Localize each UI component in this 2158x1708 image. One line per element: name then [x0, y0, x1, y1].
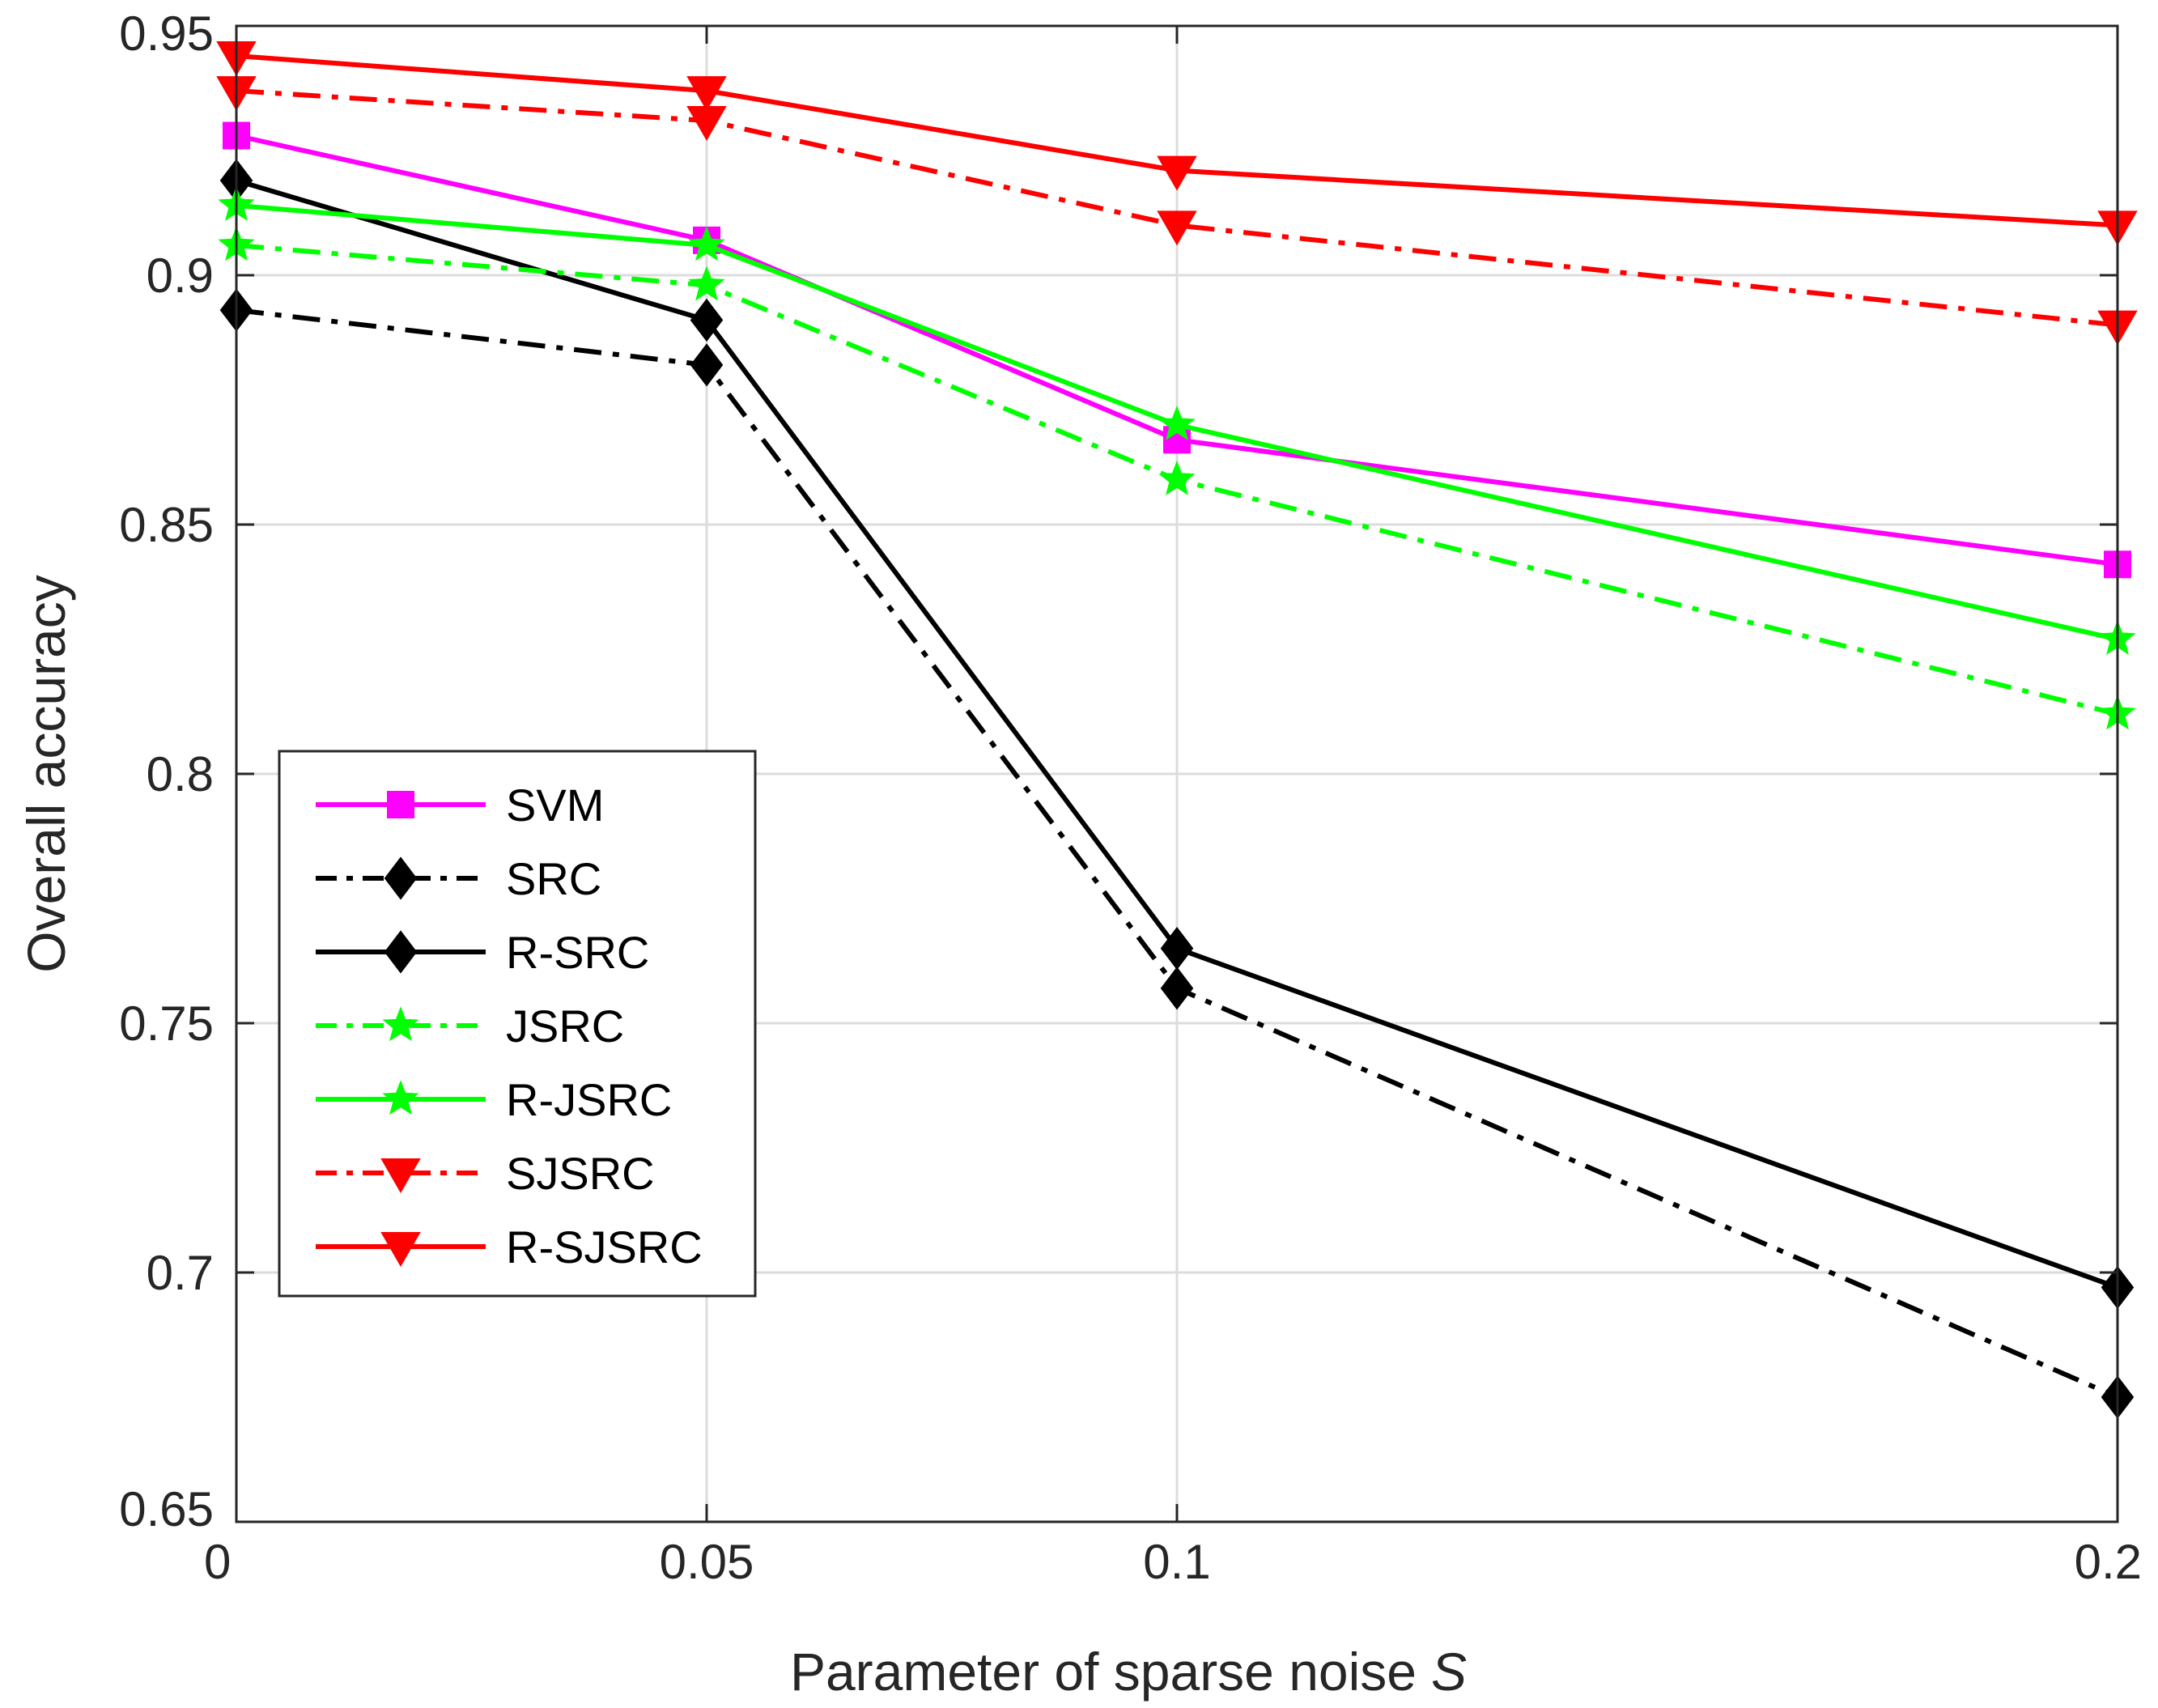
- y-tick-label: 0.9: [147, 249, 214, 303]
- x-axis-label: Parameter of sparse noise S: [790, 1642, 1467, 1702]
- legend-item-r-jsrc: R-JSRC: [316, 1074, 672, 1125]
- legend-label: SVM: [506, 780, 604, 831]
- y-tick-label: 0.7: [147, 1246, 214, 1300]
- legend-marker-star: [382, 1006, 419, 1042]
- legend-marker-diamond: [384, 930, 418, 974]
- legend-box: [278, 750, 757, 1298]
- x-tick-label: 0.1: [1143, 1535, 1210, 1589]
- series-line: [236, 88, 2118, 328]
- data-point-diamond: [1160, 926, 1194, 971]
- data-point-star: [688, 266, 725, 301]
- data-point-diamond: [690, 343, 724, 387]
- y-tick-label: 0.75: [119, 996, 214, 1051]
- data-point-diamond: [1160, 967, 1194, 1010]
- legend-marker-diamond: [384, 856, 418, 900]
- legend-label: JSRC: [506, 1001, 624, 1052]
- data-point-star: [688, 226, 725, 261]
- y-tick-label: 0.95: [119, 6, 214, 61]
- legend-item-svm: SVM: [316, 780, 604, 831]
- y-tick-label: 0.65: [119, 1482, 214, 1536]
- legend-item-src: SRC: [316, 853, 601, 904]
- data-point-diamond: [690, 298, 724, 342]
- data-point-triangle: [1157, 210, 1197, 246]
- legend-item-sjsrc: SJSRC: [316, 1148, 655, 1199]
- legend-label: R-SJSRC: [506, 1222, 703, 1273]
- legend-item-jsrc: JSRC: [316, 1001, 624, 1052]
- series-line: [236, 202, 2118, 642]
- y-tick-label: 0.85: [119, 498, 214, 552]
- series-line: [236, 243, 2118, 717]
- axis-ticks: 0 0.05 0.1 0.2 0.65 0.7 0.75 0.8 0.85 0.9 0.95: [119, 6, 2142, 1589]
- x-tick-label: 0.2: [2075, 1535, 2142, 1589]
- legend-label: SRC: [506, 853, 601, 904]
- data-point-star: [1158, 406, 1196, 441]
- x-axis-label-text: Parameter of sparse noise: [790, 1642, 1417, 1702]
- y-axis-label: Overall accuracy: [16, 575, 76, 973]
- legend-label: R-SRC: [506, 927, 649, 978]
- data-point-triangle: [686, 76, 727, 112]
- y-tick-label: 0.8: [147, 747, 214, 801]
- x-tick-label: 0: [204, 1535, 231, 1589]
- legend-item-r-src: R-SRC: [316, 927, 649, 978]
- x-axis-label-symbol: S: [1431, 1642, 1467, 1702]
- legend-marker-triangle: [380, 1158, 421, 1194]
- legend-marker-square: [387, 791, 414, 818]
- legend: SVM SRC R-SRC JSRC R-JSRC SJSRC R-SJSRC: [278, 750, 757, 1298]
- series-line: [236, 133, 2118, 567]
- legend-marker-star: [382, 1080, 419, 1115]
- data-point-star: [1158, 460, 1196, 495]
- data-point-triangle: [1157, 155, 1197, 191]
- series-line: [236, 178, 2119, 1290]
- series-line: [236, 53, 2118, 228]
- legend-marker-triangle: [380, 1232, 421, 1268]
- legend-label: SJSRC: [506, 1148, 655, 1199]
- legend-label: R-JSRC: [506, 1074, 672, 1125]
- x-tick-label: 0.05: [660, 1535, 754, 1589]
- series-line: [236, 308, 2119, 1400]
- legend-item-r-sjsrc: R-SJSRC: [316, 1222, 703, 1273]
